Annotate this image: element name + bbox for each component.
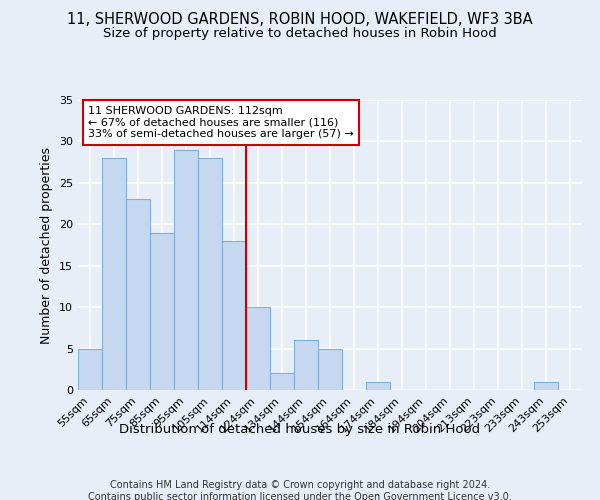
- Text: Size of property relative to detached houses in Robin Hood: Size of property relative to detached ho…: [103, 28, 497, 40]
- Bar: [534, 382, 558, 390]
- Bar: [150, 232, 174, 390]
- Bar: [222, 241, 246, 390]
- Bar: [174, 150, 198, 390]
- Bar: [126, 200, 150, 390]
- Text: Distribution of detached houses by size in Robin Hood: Distribution of detached houses by size …: [119, 422, 481, 436]
- Bar: [198, 158, 222, 390]
- Text: Contains HM Land Registry data © Crown copyright and database right 2024.
Contai: Contains HM Land Registry data © Crown c…: [88, 480, 512, 500]
- Bar: [294, 340, 318, 390]
- Bar: [102, 158, 126, 390]
- Bar: [366, 382, 390, 390]
- Bar: [270, 374, 294, 390]
- Text: 11 SHERWOOD GARDENS: 112sqm
← 67% of detached houses are smaller (116)
33% of se: 11 SHERWOOD GARDENS: 112sqm ← 67% of det…: [88, 106, 354, 139]
- Text: 11, SHERWOOD GARDENS, ROBIN HOOD, WAKEFIELD, WF3 3BA: 11, SHERWOOD GARDENS, ROBIN HOOD, WAKEFI…: [67, 12, 533, 28]
- Bar: [78, 348, 102, 390]
- Bar: [246, 307, 270, 390]
- Y-axis label: Number of detached properties: Number of detached properties: [40, 146, 53, 344]
- Bar: [318, 348, 342, 390]
